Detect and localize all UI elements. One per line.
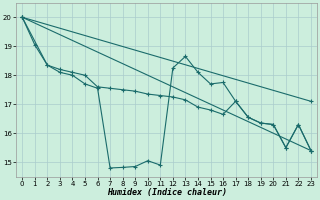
X-axis label: Humidex (Indice chaleur): Humidex (Indice chaleur) [107,188,227,197]
